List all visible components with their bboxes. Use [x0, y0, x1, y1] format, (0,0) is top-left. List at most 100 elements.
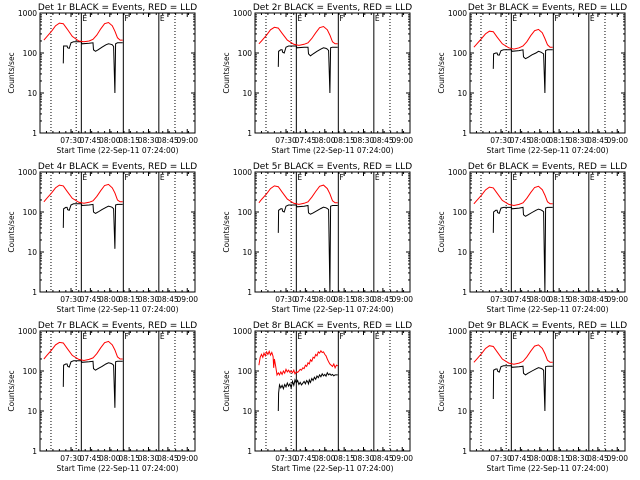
- x-tick-label: 08:00: [99, 295, 121, 304]
- panel-9: Det 9r BLACK = Events, RED = LLD Counts/s…: [437, 321, 628, 473]
- y-tick-label: 1: [32, 447, 37, 456]
- marker-label: E: [297, 14, 302, 23]
- marker-label: E: [590, 332, 595, 341]
- series-events-line: [277, 204, 338, 293]
- panel-8: Det 8r BLACK = Events, RED = LLD Counts/s…: [222, 321, 413, 473]
- x-tick-label: 08:45: [372, 136, 394, 145]
- y-tick-label: 1: [247, 288, 252, 297]
- plot-frame: [39, 171, 196, 293]
- panel-title: Det 9r BLACK = Events, RED = LLD: [468, 321, 627, 331]
- x-tick-label: 07:45: [510, 454, 532, 463]
- x-tick-label: 08:15: [333, 454, 355, 463]
- x-tick-label: 07:45: [295, 454, 317, 463]
- series-lld-line: [258, 349, 338, 377]
- y-tick-label: 1: [247, 129, 252, 138]
- x-tick-label: 08:00: [314, 295, 336, 304]
- x-axis-label: Start Time (22-Sep-11 07:24:00): [487, 146, 609, 155]
- y-tick-label: 1: [247, 447, 252, 456]
- x-tick-label: 08:15: [333, 136, 355, 145]
- marker-label: F: [124, 332, 128, 341]
- panel-title: Det 1r BLACK = Events, RED = LLD: [38, 3, 197, 13]
- x-tick-label: 08:45: [157, 454, 179, 463]
- series-lld-line: [473, 28, 553, 50]
- y-axis-label: Counts/sec: [7, 370, 16, 411]
- series-lld-line: [43, 340, 123, 362]
- panel-title: Det 5r BLACK = Events, RED = LLD: [253, 162, 412, 172]
- marker-label: E: [375, 14, 380, 23]
- x-axis-label: Start Time (22-Sep-11 07:24:00): [57, 305, 179, 314]
- plot-frame: [39, 12, 196, 134]
- panel-title: Det 6r BLACK = Events, RED = LLD: [468, 162, 627, 172]
- marker-label: E: [590, 14, 595, 23]
- marker-label: F: [124, 14, 128, 23]
- series-lld-line: [43, 21, 123, 43]
- y-axis-label: Counts/sec: [7, 211, 16, 252]
- x-tick-label: 09:00: [391, 295, 413, 304]
- x-tick-label: 08:15: [548, 136, 570, 145]
- y-tick-label: 1: [462, 288, 467, 297]
- y-tick-label: 100: [23, 208, 38, 217]
- x-tick-label: 08:15: [118, 454, 140, 463]
- x-tick-label: 09:00: [606, 454, 628, 463]
- plot-frame: [39, 330, 196, 452]
- x-tick-label: 08:45: [372, 454, 394, 463]
- panel-2: Det 2r BLACK = Events, RED = LLD Counts/s…: [222, 3, 413, 155]
- y-tick-label: 10: [242, 248, 252, 257]
- series-events-line: [492, 206, 553, 293]
- y-tick-label: 10: [457, 89, 467, 98]
- y-tick-label: 1000: [233, 168, 252, 177]
- x-tick-label: 08:15: [548, 295, 570, 304]
- x-tick-label: 07:30: [60, 136, 82, 145]
- y-tick-label: 1000: [18, 168, 37, 177]
- y-tick-label: 1000: [448, 168, 467, 177]
- marker-label: F: [554, 173, 558, 182]
- y-tick-label: 1000: [18, 327, 37, 336]
- marker-label: E: [82, 332, 87, 341]
- series-events-line: [62, 360, 123, 408]
- y-axis-label: Counts/sec: [437, 370, 446, 411]
- x-tick-label: 07:30: [490, 295, 512, 304]
- x-axis-label: Start Time (22-Sep-11 07:24:00): [272, 146, 394, 155]
- panel-title: Det 4r BLACK = Events, RED = LLD: [38, 162, 197, 172]
- marker-label: F: [554, 332, 558, 341]
- series-events-line: [492, 49, 553, 94]
- x-tick-label: 08:45: [587, 295, 609, 304]
- series-lld-line: [473, 185, 553, 207]
- x-tick-label: 07:30: [275, 136, 297, 145]
- x-tick-label: 08:30: [568, 454, 590, 463]
- series-lld-line: [258, 25, 338, 46]
- x-tick-label: 08:00: [529, 454, 551, 463]
- plot-frame: [254, 12, 411, 134]
- x-tick-label: 08:15: [333, 295, 355, 304]
- series-events-line: [62, 203, 123, 249]
- y-tick-label: 100: [238, 49, 253, 58]
- y-tick-label: 1: [32, 288, 37, 297]
- y-tick-label: 10: [242, 89, 252, 98]
- x-tick-label: 07:45: [295, 136, 317, 145]
- y-axis-label: Counts/sec: [7, 52, 16, 93]
- x-tick-label: 08:00: [314, 454, 336, 463]
- panel-title: Det 8r BLACK = Events, RED = LLD: [253, 321, 412, 331]
- x-tick-label: 07:30: [60, 454, 82, 463]
- panel-title: Det 2r BLACK = Events, RED = LLD: [253, 3, 412, 13]
- panel-4: Det 4r BLACK = Events, RED = LLD Counts/s…: [7, 162, 198, 314]
- x-tick-label: 08:45: [587, 136, 609, 145]
- marker-label: E: [82, 14, 87, 23]
- x-tick-label: 09:00: [391, 136, 413, 145]
- marker-label: E: [512, 173, 517, 182]
- marker-label: E: [297, 332, 302, 341]
- x-axis-label: Start Time (22-Sep-11 07:24:00): [487, 305, 609, 314]
- panel-title: Det 7r BLACK = Events, RED = LLD: [38, 321, 197, 331]
- y-axis-label: Counts/sec: [437, 52, 446, 93]
- y-tick-label: 100: [23, 367, 38, 376]
- x-tick-label: 08:15: [118, 136, 140, 145]
- y-tick-label: 1000: [233, 327, 252, 336]
- x-axis-label: Start Time (22-Sep-11 07:24:00): [57, 146, 179, 155]
- x-tick-label: 07:30: [60, 295, 82, 304]
- marker-label: E: [82, 173, 87, 182]
- x-tick-label: 08:30: [353, 295, 375, 304]
- y-tick-label: 10: [457, 407, 467, 416]
- x-tick-label: 08:00: [99, 136, 121, 145]
- x-tick-label: 09:00: [606, 295, 628, 304]
- x-tick-label: 07:30: [275, 454, 297, 463]
